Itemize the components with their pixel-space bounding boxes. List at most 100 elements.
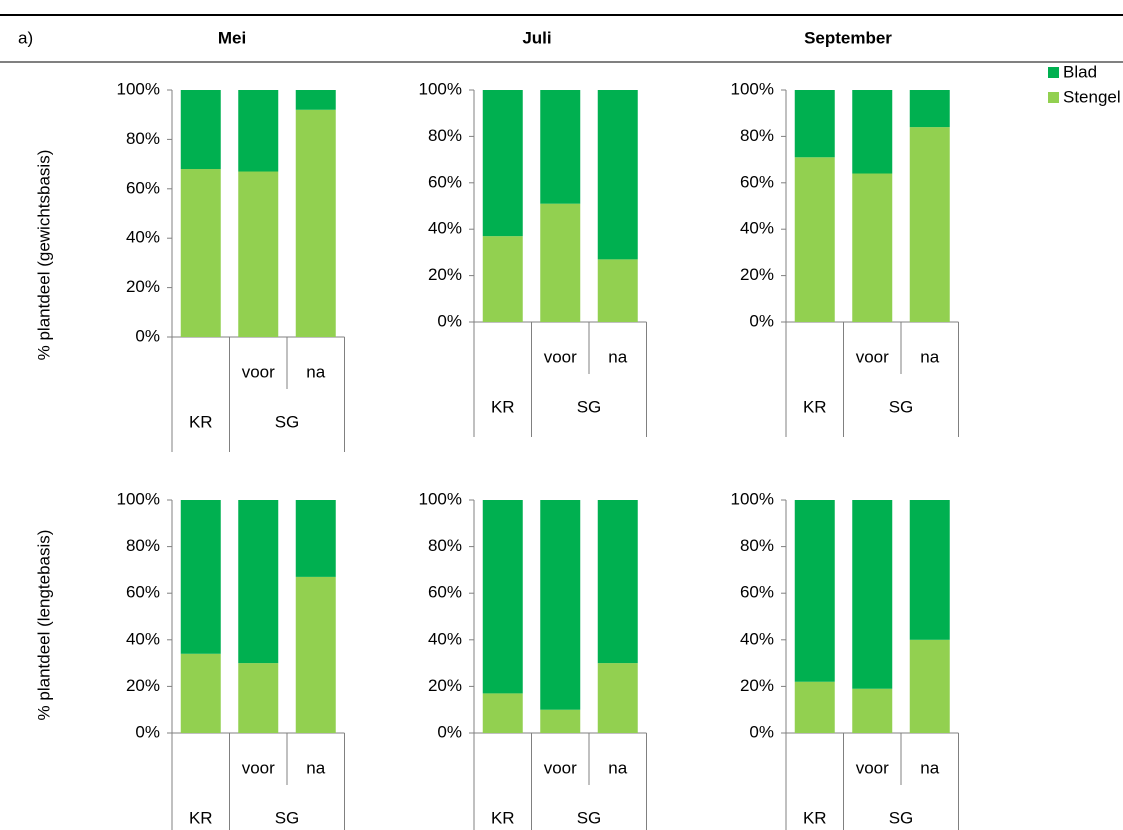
group-label: KR — [803, 808, 827, 827]
bar-segment — [238, 663, 279, 733]
bar-segment — [540, 500, 581, 710]
x-tick-label: voor — [856, 758, 889, 777]
x-tick-label: na — [920, 347, 939, 366]
y-tick-label: 20% — [126, 277, 160, 296]
group-label: SG — [275, 808, 300, 827]
y-tick-label: 20% — [428, 265, 462, 284]
bar-segment — [794, 500, 835, 682]
y-tick-label: 80% — [126, 129, 160, 148]
bar-segment — [909, 90, 950, 128]
x-tick-label: voor — [242, 758, 275, 777]
y-tick-label: 100% — [419, 489, 462, 508]
column-title: Mei — [218, 28, 246, 47]
bar-segment — [597, 500, 638, 664]
bar-segment — [238, 500, 279, 664]
y-tick-label: 60% — [740, 583, 774, 602]
bar-segment — [180, 500, 221, 654]
y-tick-label: 100% — [731, 79, 774, 98]
bar-segment — [540, 709, 581, 733]
y-tick-label: 40% — [126, 629, 160, 648]
bar-segment — [180, 90, 221, 170]
legend-label: Blad — [1063, 62, 1097, 81]
bar-segment — [794, 90, 835, 158]
y-tick-label: 20% — [740, 265, 774, 284]
legend-swatch — [1048, 92, 1059, 103]
bar-segment — [238, 90, 279, 172]
group-label: KR — [189, 412, 213, 431]
y-tick-label: 80% — [428, 536, 462, 555]
y-tick-label: 80% — [428, 126, 462, 145]
x-tick-label: voor — [242, 362, 275, 381]
bar-segment — [909, 127, 950, 323]
y-tick-label: 0% — [135, 722, 160, 741]
y-tick-label: 0% — [749, 722, 774, 741]
y-tick-label: 60% — [428, 583, 462, 602]
y-tick-label: 40% — [740, 629, 774, 648]
bar-segment — [852, 173, 893, 322]
legend-swatch — [1048, 67, 1059, 78]
group-label: SG — [577, 808, 602, 827]
bar-segment — [482, 693, 523, 733]
y-tick-label: 100% — [731, 489, 774, 508]
bar-segment — [180, 653, 221, 733]
bar-segment — [597, 259, 638, 322]
y-tick-label: 60% — [126, 178, 160, 197]
y-tick-label: 20% — [740, 676, 774, 695]
group-label: SG — [889, 397, 914, 416]
bar-segment — [909, 639, 950, 733]
bar-segment — [295, 90, 336, 110]
bar-segment — [794, 157, 835, 322]
bar-segment — [482, 500, 523, 694]
legend-label: Stengel — [1063, 87, 1121, 106]
y-tick-label: 100% — [419, 79, 462, 98]
y-axis-label: % plantdeel (gewichtsbasis) — [34, 150, 53, 361]
x-tick-label: voor — [544, 347, 577, 366]
y-tick-label: 20% — [428, 676, 462, 695]
bar-segment — [180, 169, 221, 337]
group-label: SG — [577, 397, 602, 416]
y-tick-label: 60% — [740, 172, 774, 191]
column-title: Juli — [522, 28, 551, 47]
bar-segment — [597, 90, 638, 260]
y-tick-label: 60% — [126, 583, 160, 602]
bar-segment — [295, 109, 336, 337]
y-tick-label: 0% — [437, 311, 462, 330]
group-label: SG — [275, 412, 300, 431]
bar-segment — [852, 688, 893, 733]
bar-segment — [295, 500, 336, 577]
group-label: KR — [491, 397, 515, 416]
y-axis-label: % plantdeel (lengtebasis) — [34, 530, 53, 721]
y-tick-label: 40% — [740, 219, 774, 238]
y-tick-label: 40% — [126, 228, 160, 247]
y-tick-label: 0% — [135, 326, 160, 345]
group-label: KR — [189, 808, 213, 827]
y-tick-label: 0% — [437, 722, 462, 741]
y-tick-label: 80% — [740, 536, 774, 555]
bar-segment — [852, 500, 893, 689]
bar-segment — [482, 236, 523, 322]
bar-segment — [540, 203, 581, 322]
y-tick-label: 100% — [117, 489, 160, 508]
column-title: September — [804, 28, 892, 47]
bar-segment — [482, 90, 523, 237]
bar-segment — [238, 171, 279, 337]
x-tick-label: na — [306, 758, 325, 777]
bar-segment — [597, 663, 638, 733]
x-tick-label: voor — [544, 758, 577, 777]
y-tick-label: 20% — [126, 676, 160, 695]
y-tick-label: 80% — [740, 126, 774, 145]
bar-segment — [540, 90, 581, 204]
y-tick-label: 80% — [126, 536, 160, 555]
y-tick-label: 40% — [428, 219, 462, 238]
group-label: SG — [889, 808, 914, 827]
bar-segment — [794, 681, 835, 733]
bar-segment — [909, 500, 950, 640]
x-tick-label: na — [920, 758, 939, 777]
bar-segment — [852, 90, 893, 174]
y-tick-label: 60% — [428, 172, 462, 191]
x-tick-label: na — [608, 347, 627, 366]
bar-segment — [295, 576, 336, 733]
x-tick-label: na — [306, 362, 325, 381]
x-tick-label: na — [608, 758, 627, 777]
